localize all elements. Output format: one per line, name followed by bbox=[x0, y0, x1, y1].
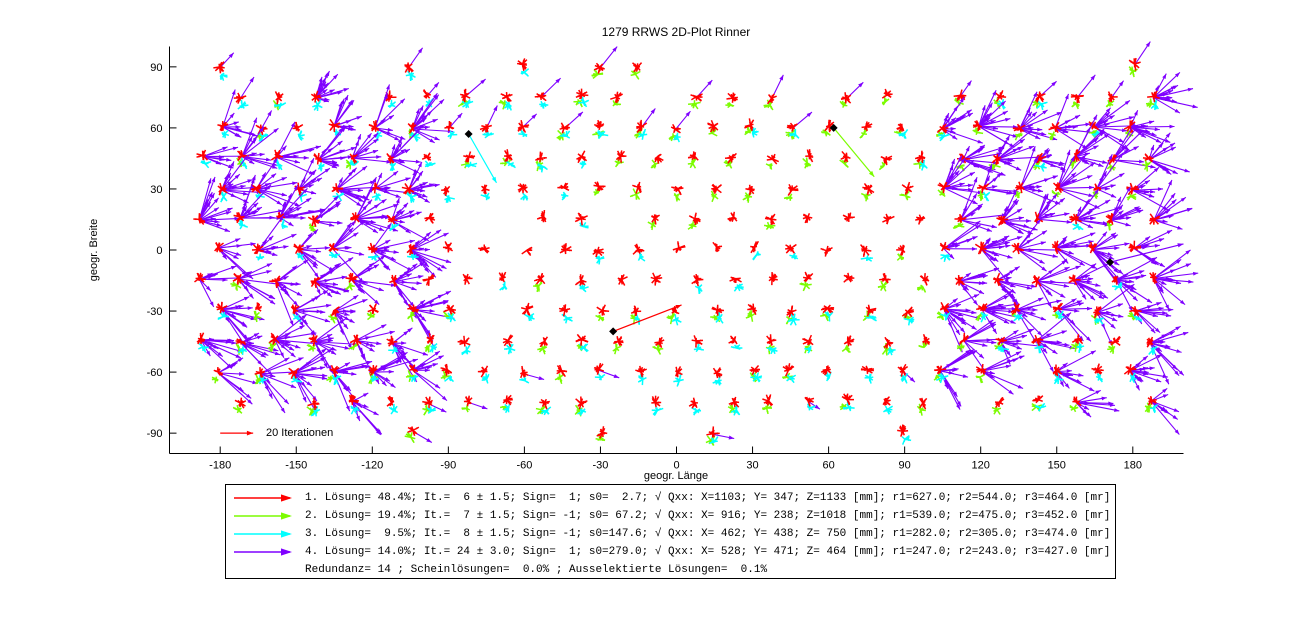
x-tick-label: -150 bbox=[285, 460, 307, 472]
legend-text: 4. Lösung= 14.0%; It.= 24 ± 3.0; Sign= 1… bbox=[305, 546, 1111, 558]
plot-area: 1279 RRWS 2D-Plot Rinner geogr. Länge ge… bbox=[88, 25, 1199, 482]
solution-start-diamond bbox=[609, 327, 618, 336]
y-axis-label: geogr. Breite bbox=[88, 219, 100, 281]
x-tick-label: -30 bbox=[592, 460, 608, 472]
y-tick-label: -60 bbox=[147, 367, 163, 379]
solution-1-arrow-icon bbox=[234, 494, 292, 502]
solution-2-arrow-icon bbox=[234, 512, 292, 520]
x-tick-label: -180 bbox=[209, 460, 231, 472]
legend-text: 2. Lösung= 19.4%; It.= 7 ± 1.5; Sign= -1… bbox=[305, 510, 1111, 522]
legend-box: 1. Lösung= 48.4%; It.= 6 ± 1.5; Sign= 1;… bbox=[225, 484, 1116, 579]
chart-title: 1279 RRWS 2D-Plot Rinner bbox=[602, 25, 751, 39]
x-tick-label: 180 bbox=[1124, 460, 1142, 472]
solution-lines bbox=[464, 123, 1184, 336]
x-tick-label: 120 bbox=[972, 460, 990, 472]
y-tick-label: -30 bbox=[147, 306, 163, 318]
legend-spacer bbox=[232, 564, 298, 576]
solution-start-diamond bbox=[464, 130, 473, 139]
legend-row-solution-2: 2. Lösung= 19.4%; It.= 7 ± 1.5; Sign= -1… bbox=[232, 507, 1115, 525]
scale-arrow-label: 20 Iterationen bbox=[266, 427, 333, 439]
y-tick-label: -90 bbox=[147, 428, 163, 440]
x-tick-label: -90 bbox=[440, 460, 456, 472]
x-tick-label: 30 bbox=[746, 460, 758, 472]
solution-start-diamond bbox=[829, 123, 838, 132]
y-tick-label: 90 bbox=[150, 62, 162, 74]
x-tick-label: -120 bbox=[361, 460, 383, 472]
legend-row-summary: Redundanz= 14 ; Scheinlösungen= 0.0% ; A… bbox=[232, 561, 1115, 579]
x-tick-label: 0 bbox=[673, 460, 679, 472]
axes: -180 -150 -120 -90 -60 -30 0 30 60 90 120 150 180 -90… bbox=[147, 46, 1184, 472]
x-tick-label: 60 bbox=[822, 460, 834, 472]
y-tick-label: 30 bbox=[150, 184, 162, 196]
y-tick-label: 60 bbox=[150, 123, 162, 135]
legend-row-solution-3: 3. Lösung= 9.5%; It.= 8 ± 1.5; Sign= -1;… bbox=[232, 525, 1115, 543]
legend-text: Redundanz= 14 ; Scheinlösungen= 0.0% ; A… bbox=[305, 564, 768, 576]
x-tick-label: -60 bbox=[516, 460, 532, 472]
x-tick-label: 90 bbox=[899, 460, 911, 472]
x-axis-label: geogr. Länge bbox=[644, 470, 708, 482]
legend-row-solution-1: 1. Lösung= 48.4%; It.= 6 ± 1.5; Sign= 1;… bbox=[232, 489, 1115, 507]
solution-3-arrow-icon bbox=[234, 530, 292, 538]
scale-arrow bbox=[220, 430, 254, 436]
y-tick-label: 0 bbox=[156, 245, 162, 257]
solution-start-diamond bbox=[1105, 258, 1114, 267]
legend-text: 3. Lösung= 9.5%; It.= 8 ± 1.5; Sign= -1;… bbox=[305, 528, 1111, 540]
legend-text: 1. Lösung= 48.4%; It.= 6 ± 1.5; Sign= 1;… bbox=[305, 492, 1111, 504]
vector-clusters bbox=[193, 41, 1199, 446]
legend-row-solution-4: 4. Lösung= 14.0%; It.= 24 ± 3.0; Sign= 1… bbox=[232, 543, 1115, 561]
x-tick-label: 150 bbox=[1048, 460, 1066, 472]
solution-4-arrow-icon bbox=[234, 548, 292, 556]
